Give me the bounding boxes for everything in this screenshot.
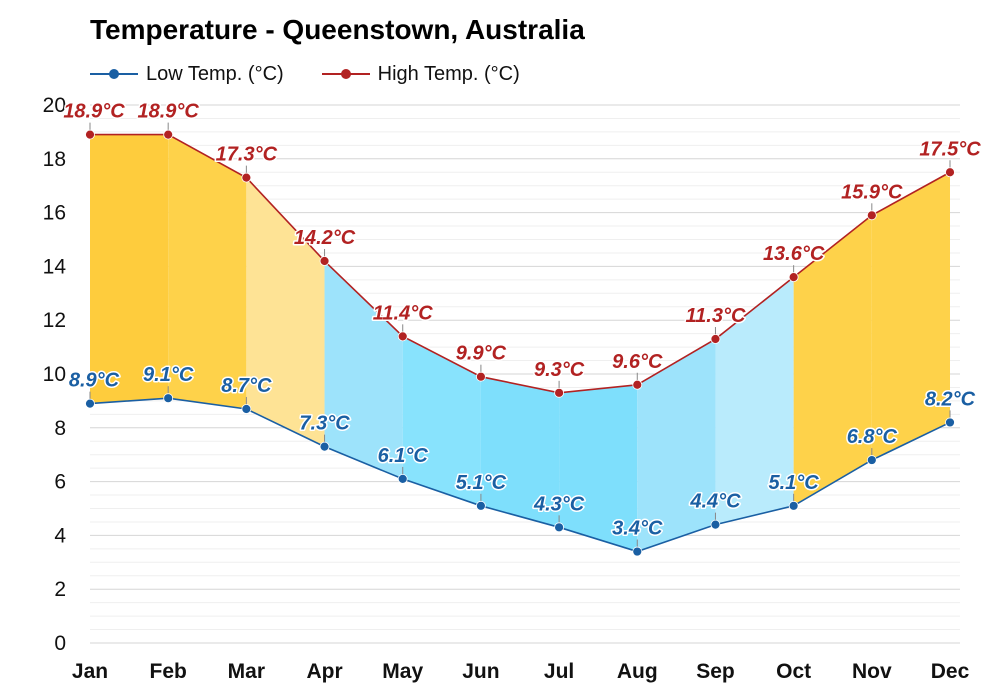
y-tick-label: 4 <box>54 524 66 547</box>
high-data-label-dec: 17.5°C <box>919 138 981 160</box>
low-point-aug <box>632 546 643 557</box>
low-data-label-aug: 3.4°C <box>612 518 663 540</box>
y-tick-label: 14 <box>43 255 67 278</box>
y-tick-label: 12 <box>43 309 66 332</box>
temperature-band-aug <box>637 339 716 552</box>
high-data-label-nov: 15.9°C <box>841 181 903 203</box>
series-lines <box>89 133 951 553</box>
x-tick-label-may: May <box>382 660 423 683</box>
x-axis-ticks: Jan Feb Mar Apr May Jun Jul Aug Sep Oct Nov Dec <box>72 660 970 683</box>
x-tick-label-mar: Mar <box>228 660 265 683</box>
y-tick-label: 6 <box>54 471 66 494</box>
low-data-label-nov: 6.8°C <box>847 426 898 448</box>
low-data-label-oct: 5.1°C <box>769 472 820 494</box>
x-tick-label-jan: Jan <box>72 660 108 683</box>
x-tick-label-oct: Oct <box>776 660 811 683</box>
low-point-nov <box>866 455 877 465</box>
legend-item-low[interactable]: Low Temp. (°C) <box>90 63 284 86</box>
high-data-label-may: 11.4°C <box>373 302 433 324</box>
temperature-bands <box>90 134 950 552</box>
y-tick-label: 20 <box>43 94 66 117</box>
low-point-dec <box>945 417 955 428</box>
low-point-jul <box>554 522 564 533</box>
chart-title: Temperature - Queenstown, Australia <box>90 14 585 45</box>
low-point-oct <box>788 500 799 511</box>
high-point-nov <box>866 210 877 221</box>
high-point-sep <box>710 334 721 344</box>
high-data-label-jul: 9.3°C <box>534 359 585 381</box>
low-point-sep <box>710 519 721 530</box>
high-point-oct <box>788 272 799 283</box>
x-tick-label-feb: Feb <box>150 660 187 683</box>
high-data-label-jun: 9.9°C <box>456 343 507 365</box>
low-point-jun <box>476 500 486 511</box>
high-temp-line <box>90 133 951 394</box>
y-tick-label: 10 <box>43 363 66 386</box>
legend: Low Temp. (°C) High Temp. (°C) <box>90 60 558 88</box>
low-data-label-jun: 5.1°C <box>456 472 507 494</box>
temperature-band-nov <box>871 172 950 461</box>
y-tick-label: 8 <box>54 417 66 440</box>
low-data-label-apr: 7.3°C <box>299 413 350 435</box>
legend-item-high[interactable]: High Temp. (°C) <box>321 62 520 86</box>
y-tick-label: 16 <box>43 202 66 225</box>
high-point-jan <box>85 129 95 140</box>
x-tick-label-dec: Dec <box>931 660 970 683</box>
x-tick-label-sep: Sep <box>696 660 735 683</box>
high-point-apr <box>319 256 330 266</box>
temperature-band-mar <box>246 177 325 447</box>
legend-low-swatch-icon <box>90 64 138 84</box>
x-tick-label-apr: Apr <box>306 660 342 683</box>
low-data-label-feb: 9.1°C <box>143 364 194 386</box>
low-data-label-dec: 8.2°C <box>925 388 976 410</box>
low-data-label-mar: 8.7°C <box>221 375 272 397</box>
low-data-label-sep: 4.4°C <box>689 491 741 513</box>
temperature-band-jun <box>480 376 560 528</box>
high-data-label-jan: 18.9°C <box>63 101 125 123</box>
temperature-band-apr <box>324 261 403 479</box>
data-labels: 8.9°C 9.1°C 8.7°C 7.3°C 6.1°C 5.1°C 4.3°C 3.4°C… <box>62 99 983 548</box>
temperature-band-jan <box>90 134 169 404</box>
temperature-band-feb <box>168 134 247 409</box>
high-data-label-feb: 18.9°C <box>137 101 199 123</box>
legend-high-label: High Temp. (°C) <box>377 62 520 85</box>
temperature-band-oct <box>793 215 872 506</box>
y-tick-label: 0 <box>54 632 66 655</box>
temperature-band-jul <box>559 384 638 552</box>
high-data-label-sep: 11.3°C <box>686 305 746 327</box>
low-data-label-may: 6.1°C <box>378 445 429 467</box>
x-tick-label-nov: Nov <box>852 660 892 683</box>
low-data-label-jan: 8.9°C <box>69 370 120 392</box>
low-point-feb <box>163 393 174 404</box>
high-data-label-oct: 13.6°C <box>763 243 825 265</box>
high-point-jul <box>554 387 564 398</box>
y-tick-label: 18 <box>43 148 66 171</box>
y-axis-ticks: 0 2 4 6 8 10 12 14 16 18 20 <box>43 94 67 655</box>
temperature-band-may <box>402 336 481 506</box>
high-point-jun <box>476 371 486 382</box>
legend-low-label: Low Temp. (°C) <box>146 62 284 85</box>
temperature-band-sep <box>715 277 794 525</box>
low-point-jan <box>85 398 95 409</box>
high-data-label-aug: 9.6°C <box>612 351 663 373</box>
y-tick-label: 2 <box>54 578 66 601</box>
low-temp-line <box>89 397 951 553</box>
low-point-apr <box>319 441 330 452</box>
x-tick-label-jul: Jul <box>544 660 574 683</box>
high-point-dec <box>945 167 955 178</box>
high-point-feb <box>163 129 174 140</box>
legend-high-swatch-icon <box>321 64 370 84</box>
high-data-label-apr: 14.2°C <box>294 227 356 249</box>
x-tick-label-aug: Aug <box>617 660 658 683</box>
high-point-mar <box>241 172 252 183</box>
high-point-may <box>397 331 408 342</box>
high-point-aug <box>632 379 643 390</box>
low-point-mar <box>241 404 252 414</box>
high-data-label-mar: 17.3°C <box>216 144 278 166</box>
x-tick-label-jun: Jun <box>462 660 499 683</box>
data-points <box>85 129 955 557</box>
low-point-may <box>397 474 408 484</box>
low-data-label-jul: 4.3°C <box>533 493 585 515</box>
